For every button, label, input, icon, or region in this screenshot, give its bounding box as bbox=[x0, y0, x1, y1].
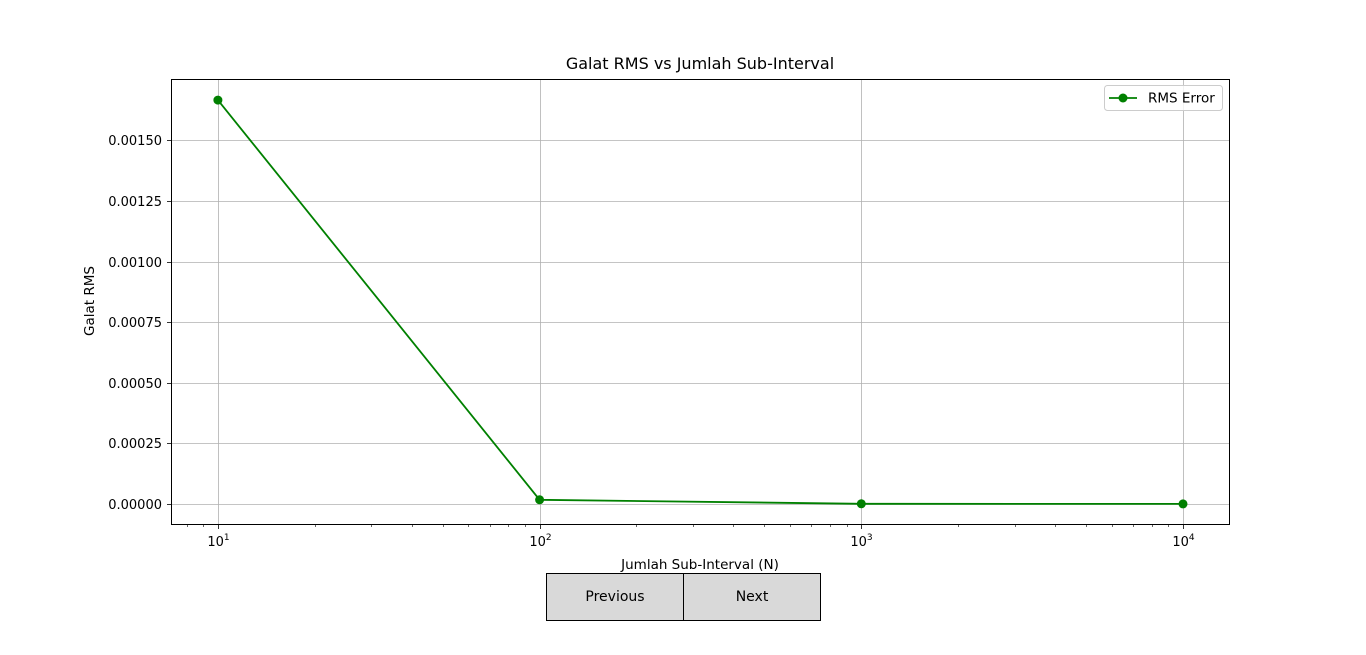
x-tick-label: 102 bbox=[529, 533, 551, 550]
y-tick-label: 0.00050 bbox=[108, 377, 162, 392]
x-tick-label: 101 bbox=[207, 533, 229, 550]
series-rms-error bbox=[213, 95, 1188, 509]
legend-label: RMS Error bbox=[1148, 91, 1215, 107]
y-axis-label: Galat RMS bbox=[82, 266, 98, 336]
data-point bbox=[856, 499, 866, 509]
plot-area-frame bbox=[171, 79, 1230, 525]
data-point bbox=[1178, 499, 1188, 509]
legend-frame bbox=[1104, 85, 1223, 111]
grid-lines bbox=[172, 80, 1229, 524]
data-point bbox=[213, 95, 223, 105]
legend: RMS Error bbox=[1104, 85, 1223, 111]
series-line-rms-error bbox=[217, 99, 1184, 505]
axis-ticks: 0.00000 0.00025 0.00050 0.00075 0.00100 0.001… bbox=[108, 134, 1195, 550]
previous-button[interactable]: Previous bbox=[546, 573, 684, 621]
y-tick-label: 0.00025 bbox=[108, 437, 162, 452]
y-tick-label: 0.00150 bbox=[108, 134, 162, 149]
chart-title: Galat RMS vs Jumlah Sub-Interval bbox=[566, 54, 834, 73]
data-point bbox=[535, 495, 545, 505]
next-button[interactable]: Next bbox=[683, 573, 821, 621]
y-tick-label: 0.00125 bbox=[108, 195, 162, 210]
y-tick-label: 0.00100 bbox=[108, 256, 162, 271]
x-axis-label: Jumlah Sub-Interval (N) bbox=[620, 557, 779, 573]
legend-marker-swatch bbox=[1118, 93, 1128, 103]
x-tick-label: 104 bbox=[1172, 533, 1195, 550]
y-tick-label: 0.00000 bbox=[108, 498, 162, 513]
y-tick-label: 0.00075 bbox=[108, 316, 162, 331]
x-tick-label: 103 bbox=[850, 533, 872, 550]
